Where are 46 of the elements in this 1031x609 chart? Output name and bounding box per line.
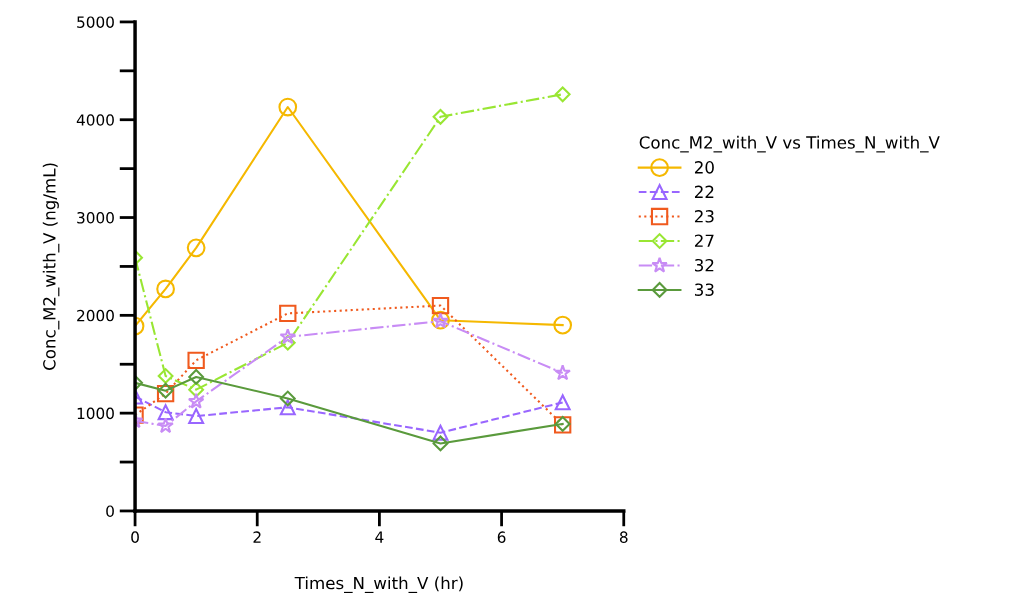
point — [156, 384, 175, 403]
y-tick-label: 0 — [106, 505, 114, 517]
y-tick-label: 1000 — [77, 407, 114, 420]
x-tick-label: 8 — [619, 531, 628, 543]
point — [157, 404, 174, 421]
point — [156, 279, 175, 299]
point — [187, 351, 205, 370]
point — [554, 86, 571, 103]
legend-title: Conc_M2_with_V vs Times_N_with_V — [639, 135, 940, 153]
point — [157, 368, 174, 384]
point — [554, 394, 571, 411]
x-tick-label: 6 — [497, 531, 506, 543]
x-tick-label: 4 — [375, 531, 384, 543]
point — [188, 369, 205, 385]
point — [432, 435, 449, 452]
point — [188, 408, 205, 425]
point — [279, 334, 296, 351]
x-axis-title: Times_N_with_V (hr) — [294, 576, 463, 594]
y-tick-label: 2000 — [77, 309, 114, 322]
point — [187, 392, 205, 409]
legend-label: 23 — [694, 210, 714, 223]
legend-label: 33 — [695, 283, 714, 296]
point — [553, 315, 573, 335]
point — [431, 296, 450, 315]
point — [278, 97, 298, 117]
point — [188, 381, 205, 398]
legend-label: 32 — [695, 258, 714, 272]
point — [157, 417, 174, 434]
point — [279, 390, 296, 407]
point — [279, 328, 297, 345]
y-tick-label: 3000 — [77, 212, 114, 224]
point — [157, 382, 174, 399]
point — [432, 108, 449, 125]
point — [554, 364, 571, 381]
y-axis-title: Conc_M2_with_V (ng/mL) — [42, 163, 60, 370]
y-tick-label: 4000 — [76, 114, 114, 126]
legend-label: 27 — [694, 234, 714, 247]
x-tick-label: 0 — [131, 531, 139, 543]
point — [279, 399, 296, 416]
point — [186, 238, 206, 258]
y-tick-label: 5000 — [77, 16, 114, 28]
x-tick-label: 2 — [253, 531, 261, 543]
legend-label: 22 — [694, 185, 714, 198]
point — [279, 304, 297, 323]
point — [432, 424, 449, 441]
legend-label: 20 — [694, 161, 714, 174]
